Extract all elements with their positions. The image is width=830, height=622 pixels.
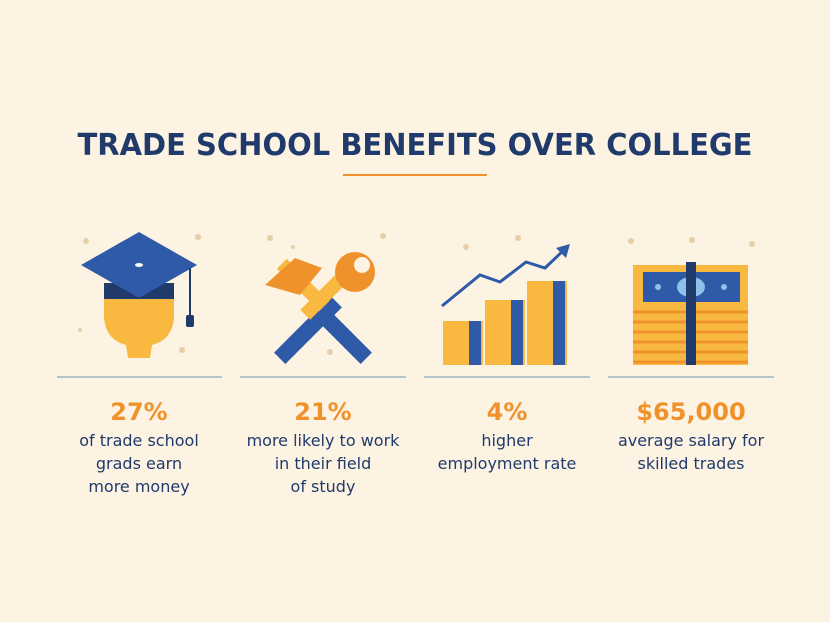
stat-text: in their field: [275, 454, 372, 473]
stat-value: 27%: [110, 398, 167, 426]
cap-icon: [78, 232, 201, 358]
tools-icon: [265, 233, 386, 364]
money-icon: [628, 237, 755, 365]
stat-text: employment rate: [438, 454, 577, 473]
stat-text: skilled trades: [637, 454, 744, 473]
stat-text: more money: [88, 477, 189, 496]
stat-text: higher: [481, 431, 533, 450]
stat-text: grads earn: [96, 454, 182, 473]
stat-text: of study: [291, 477, 356, 496]
stat-text: more likely to work: [247, 431, 401, 450]
growth-icon: [441, 235, 570, 365]
stat-value: 4%: [487, 398, 528, 426]
stat-value: 21%: [294, 398, 351, 426]
stat-value: $65,000: [636, 398, 745, 426]
title: TRADE SCHOOL BENEFITS OVER COLLEGE: [78, 128, 753, 163]
stat-text: of trade school: [79, 431, 199, 450]
stat-text: average salary for: [618, 431, 765, 450]
